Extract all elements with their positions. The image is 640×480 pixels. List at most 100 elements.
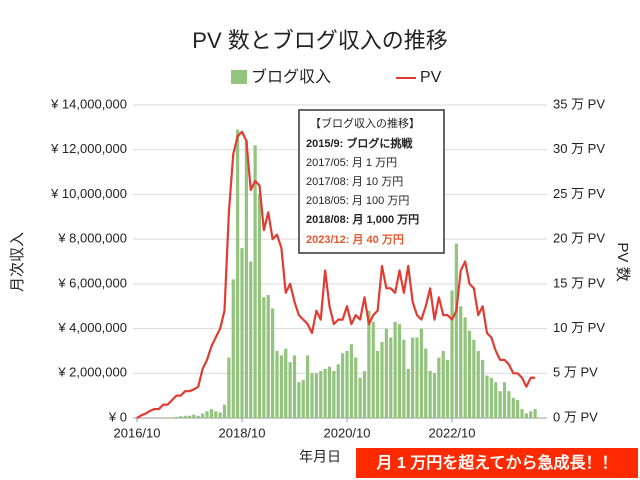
bar: [297, 382, 301, 418]
bar: [397, 324, 402, 418]
bar: [476, 350, 480, 418]
annotation-title: 【ブログ収入の推移】: [310, 116, 420, 130]
y-tick-label: ¥ 8,000,000: [57, 231, 127, 246]
bar: [511, 397, 515, 418]
bar: [406, 368, 410, 418]
bar: [424, 348, 428, 418]
bar: [437, 357, 441, 418]
bar: [231, 279, 235, 418]
bar: [192, 414, 196, 418]
x-tick-label: 2022/10: [429, 425, 476, 440]
bar: [174, 416, 178, 418]
annotation-line: 2018/05: 月 100 万円: [306, 195, 409, 207]
y2-tick-label: 30 万 PV: [553, 141, 605, 156]
annotation-line: 2017/08: 月 10 万円: [306, 176, 403, 188]
y-tick-label: ¥ 14,000,000: [50, 96, 127, 111]
y2-tick-label: 25 万 PV: [553, 186, 605, 201]
x-tick-label: 2020/10: [324, 425, 371, 440]
bar: [472, 339, 476, 418]
bar: [292, 355, 297, 418]
line: [136, 130, 536, 419]
bar: [459, 306, 463, 418]
annotation-line: 2018/08: 月 1,000 万円: [306, 213, 419, 226]
y2-tick-label: 5 万 PV: [553, 365, 598, 380]
bar: [332, 371, 336, 418]
bar: [314, 373, 318, 418]
bar: [349, 344, 353, 418]
bar: [301, 379, 305, 418]
y2-tick-label: 20 万 PV: [553, 231, 605, 246]
bar: [432, 373, 437, 418]
x-tick-label: 2018/10: [219, 425, 266, 440]
bar: [275, 350, 279, 418]
y2-tick-label: 15 万 PV: [553, 275, 605, 290]
bar: [384, 328, 388, 418]
bar: [288, 362, 292, 418]
bar: [218, 412, 222, 418]
bar: [323, 368, 327, 418]
bar: [446, 359, 450, 418]
bar: [520, 409, 524, 418]
bar: [485, 375, 489, 418]
bar: [284, 348, 288, 418]
bar: [367, 310, 371, 418]
bar: [516, 400, 520, 418]
bar: [502, 382, 507, 418]
annotation-line: 2017/05: 月 1 万円: [306, 157, 397, 169]
bar: [362, 371, 367, 418]
plot-area: ¥ 0 ¥ 2,000,000 ¥ 4,000,000 ¥ 6,000,000 ¥ 8,…: [50, 96, 605, 440]
bar: [507, 391, 511, 418]
bar: [240, 248, 244, 418]
banner: [356, 448, 638, 478]
bar: [196, 415, 200, 418]
y-axis-label: 月次収入: [9, 232, 26, 292]
bar: [376, 350, 380, 418]
y-tick-label: ¥ 4,000,000: [57, 320, 127, 335]
x-tick-label: 2016/10: [114, 425, 161, 440]
bar: [358, 377, 362, 418]
y-tick-label: ¥ 10,000,000: [50, 186, 127, 201]
bar: [389, 337, 393, 418]
legend-label: ブログ収入: [251, 67, 331, 86]
bar: [319, 371, 323, 418]
bar: [454, 243, 458, 418]
bar: [209, 409, 213, 418]
bar: [249, 261, 253, 418]
y-tick-label: ¥ 6,000,000: [57, 275, 127, 290]
x-axis-label: 年月日: [299, 449, 341, 465]
y2-tick-label: 35 万 PV: [553, 96, 605, 111]
bar: [214, 411, 218, 418]
bar: [393, 321, 397, 418]
bar: [402, 339, 406, 418]
annotation-line: 2015/9: ブログに挑戦: [306, 136, 413, 150]
bar: [205, 411, 209, 418]
bar: [310, 373, 314, 418]
chart-title: PV 数とブログ収入の推移: [192, 28, 447, 53]
bar: [222, 404, 227, 418]
annotation-frame: [298, 109, 445, 254]
banner-text: 月 1 万円を超えてから急成長！！: [376, 453, 618, 472]
y2-tick-label: 10 万 PV: [553, 320, 605, 335]
bar: [467, 330, 472, 418]
bar: [489, 377, 493, 418]
bar: [354, 357, 358, 418]
bar: [533, 409, 537, 418]
bar: [187, 415, 192, 418]
bar: [494, 382, 498, 418]
bar: [183, 415, 187, 418]
bar: [227, 357, 231, 418]
bar: [419, 328, 423, 418]
annotation-box: 【ブログ収入の推移】 2015/9: ブログに挑戦 2017/05: 月 1 万…: [298, 109, 445, 254]
bar: [257, 194, 262, 418]
bar: [428, 371, 432, 418]
bar: [415, 337, 419, 418]
bar: [262, 297, 266, 418]
bar: [450, 290, 454, 418]
legend-label: PV: [420, 69, 442, 86]
bar: [529, 411, 533, 418]
bar: [380, 341, 384, 418]
bar: [441, 350, 445, 418]
bar: [236, 129, 240, 419]
y-tick-label: ¥ 2,000,000: [57, 365, 127, 380]
bar: [170, 417, 174, 418]
